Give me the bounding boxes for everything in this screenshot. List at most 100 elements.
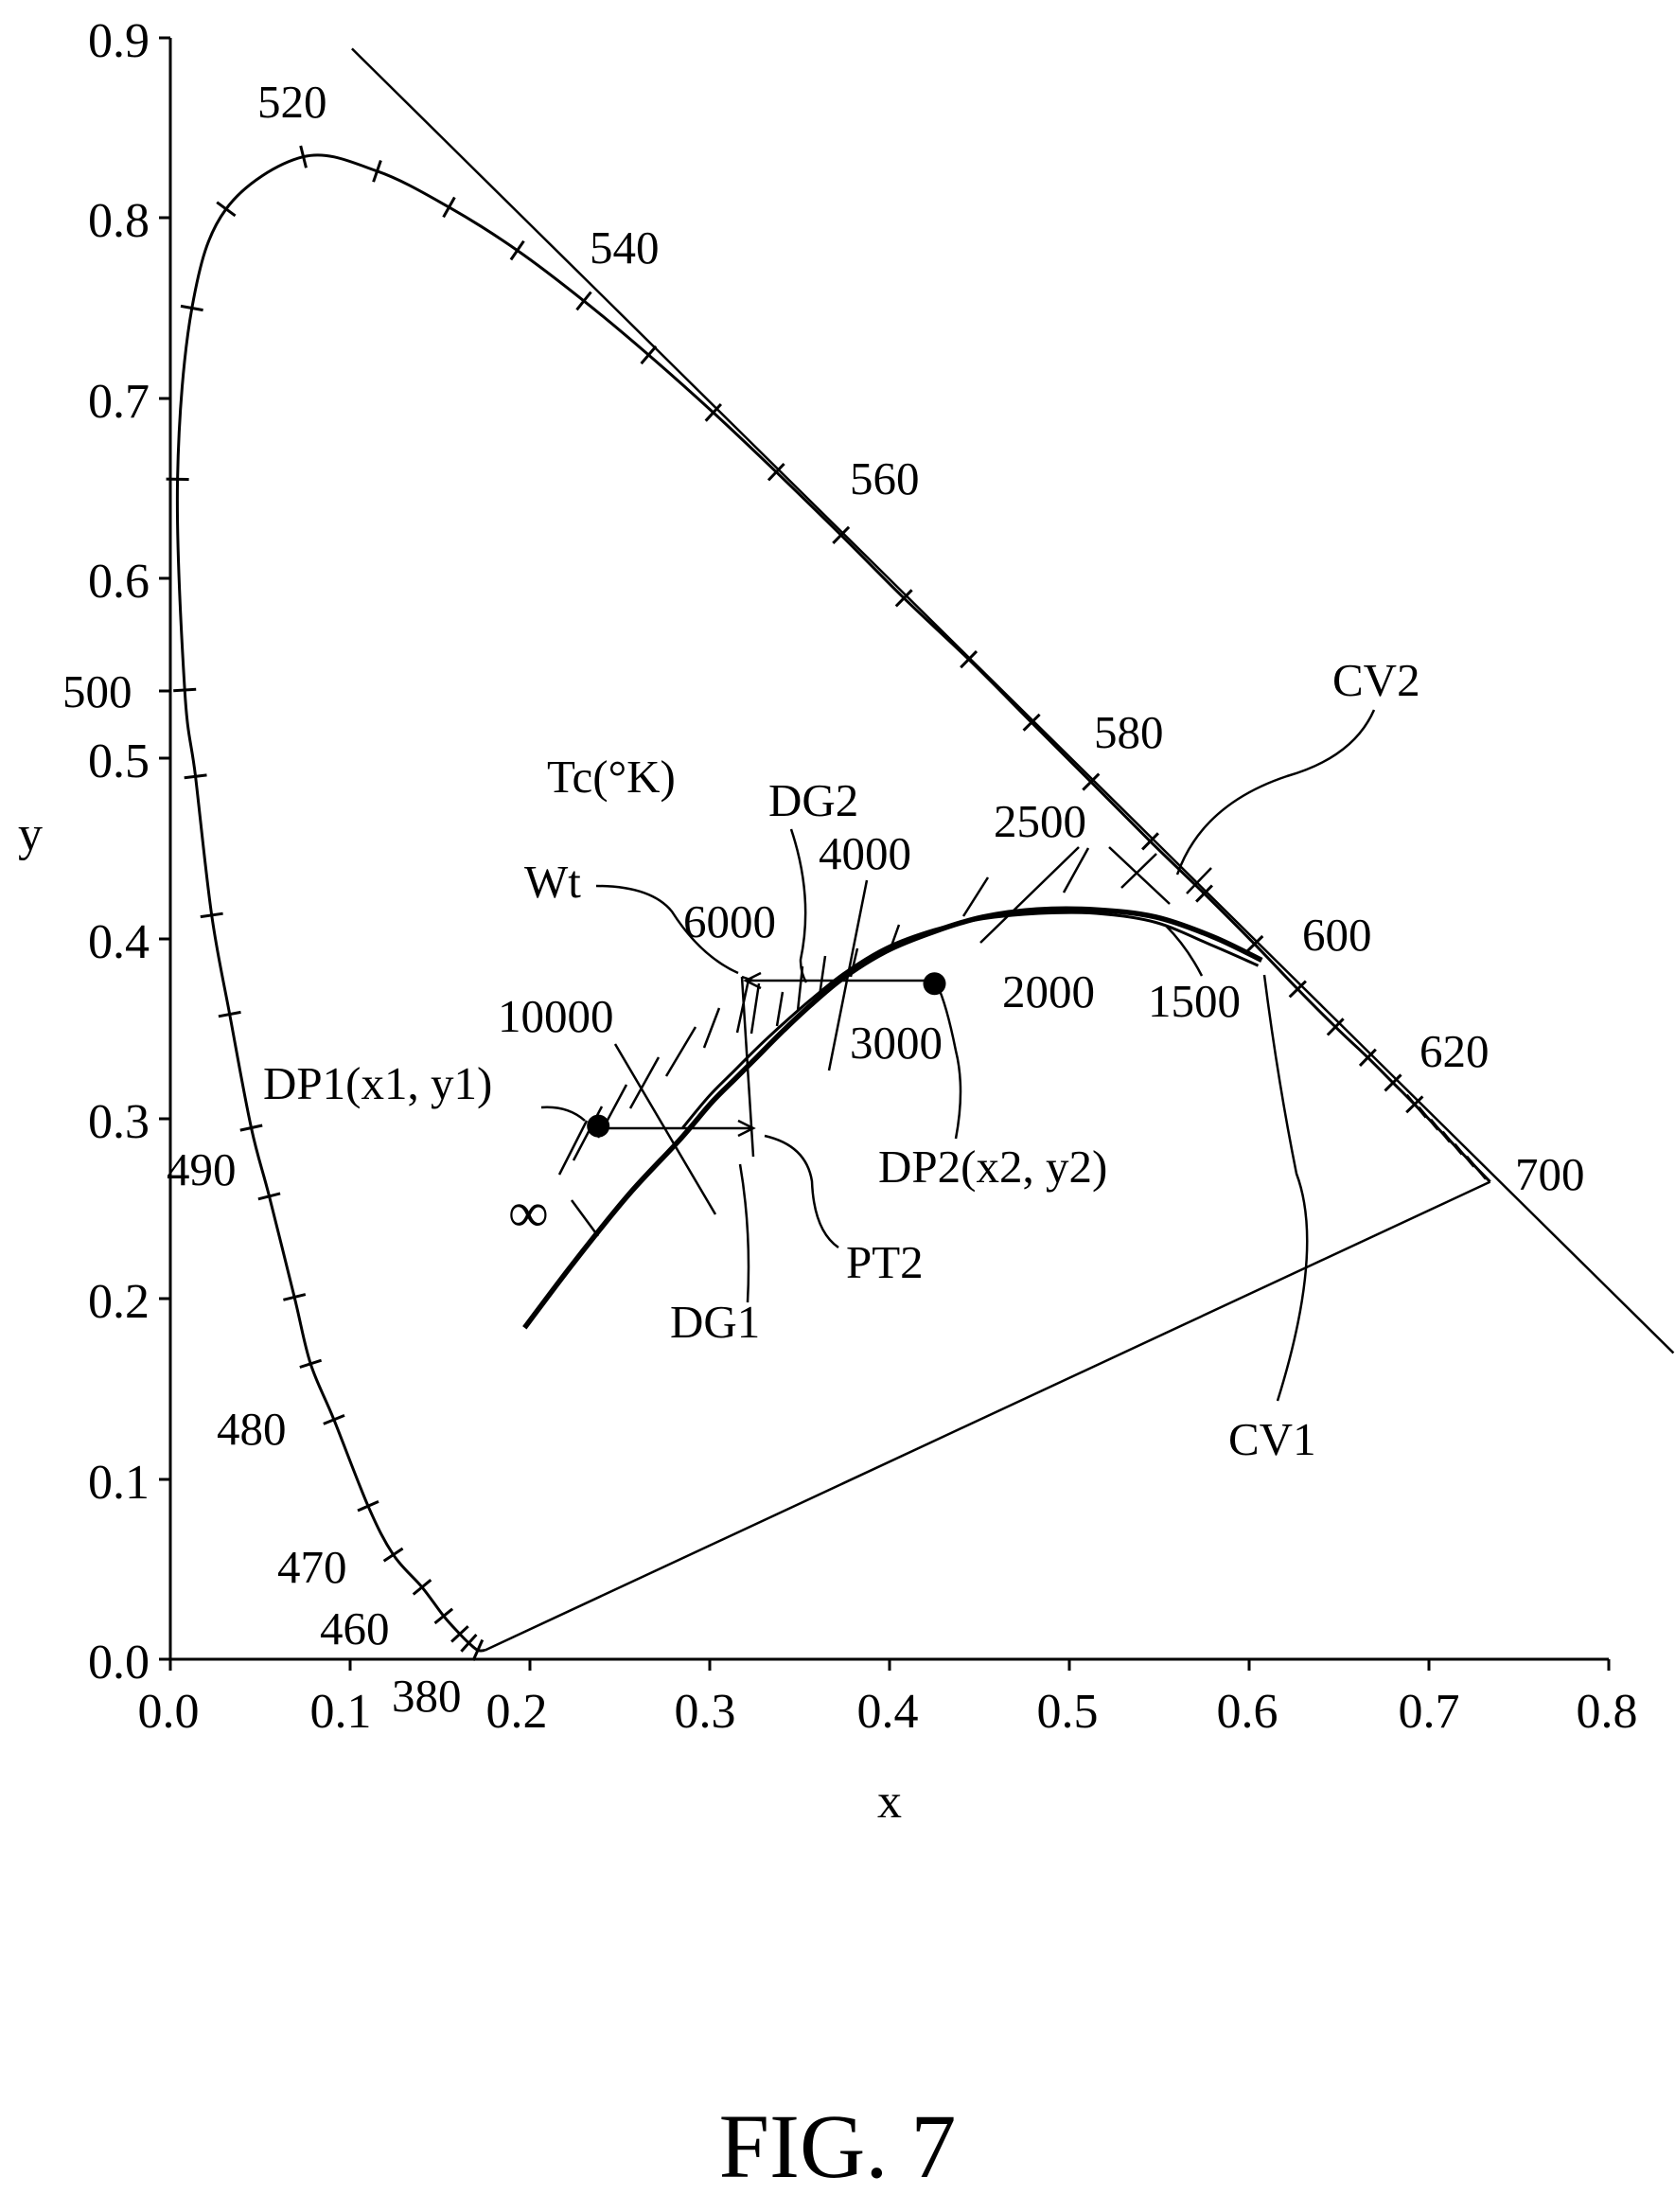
wavelength-tick	[575, 291, 592, 311]
wavelength-tick	[173, 687, 197, 693]
y-axis-title: y	[18, 807, 43, 861]
red-end-hatch	[1405, 1093, 1487, 1180]
annotation-dp1: DP1(x1, y1)	[263, 1057, 492, 1109]
dg2-leader	[789, 828, 808, 983]
wavelength-tick	[442, 196, 456, 219]
red-end-hatch-line	[1441, 1130, 1463, 1156]
figure-caption: FIG. 7	[719, 2096, 957, 2197]
wavelength-label: 580	[1094, 706, 1164, 758]
wavelength-ticks	[166, 145, 1424, 1662]
wavelength-tick	[218, 1010, 241, 1018]
wavelength-label: 480	[217, 1403, 287, 1455]
wavelength-tick	[412, 1579, 432, 1596]
isotherm-label: 2500	[994, 795, 1086, 847]
x-tick-label: 0.1	[310, 1685, 372, 1739]
wavelength-label: 600	[1302, 909, 1372, 961]
y-tick-label: 0.8	[88, 194, 150, 248]
annotation-dg2: DG2	[768, 774, 858, 826]
y-tick-marks	[159, 36, 170, 1661]
red-end-hatch-line	[1418, 1106, 1439, 1131]
wavelength-tick	[1082, 772, 1101, 791]
wavelength-tick	[960, 650, 979, 669]
wavelength-tick	[1022, 713, 1041, 732]
tangent-line	[351, 47, 1675, 1354]
wavelength-tick	[1245, 934, 1264, 953]
wavelength-label: 700	[1515, 1148, 1585, 1200]
y-tick-label: 0.2	[88, 1275, 150, 1329]
cv2-leader	[1175, 709, 1376, 876]
annotations: Tc(°K) Wt DG1 DG2 PT2 CV1 CV2 DP1(x1, y1…	[263, 654, 1420, 1465]
wavelength-tick	[450, 1625, 469, 1643]
isotherm-labels: 10000 6000 4000 3000 2500 2000 1500 ∞	[498, 795, 1241, 1244]
wavelength-tick	[767, 462, 785, 482]
wavelength-tick	[832, 525, 851, 544]
isotherm-label: ∞	[508, 1181, 549, 1244]
wavelength-tick	[1326, 1018, 1345, 1036]
wavelength-label: 470	[277, 1541, 347, 1593]
wt-leader	[595, 884, 739, 975]
isotherm-label: 2000	[1002, 965, 1095, 1018]
wavelength-tick	[1195, 884, 1213, 903]
wavelength-label: 540	[590, 221, 660, 274]
annotation-pt2: PT2	[846, 1236, 924, 1288]
wavelength-tick	[357, 1500, 379, 1513]
y-tick-label: 0.6	[88, 555, 150, 609]
x-tick-label: 0.3	[675, 1685, 736, 1739]
x-tick-labels: 0.0 0.1 0.2 0.3 0.4 0.5 0.6 0.7 0.8	[138, 1685, 1638, 1739]
isotherm-label: 1500	[1148, 975, 1241, 1027]
annotation-cv2: CV2	[1332, 654, 1420, 706]
wavelength-label: 500	[62, 665, 132, 717]
y-tick-label: 0.4	[88, 915, 150, 969]
wavelength-tick	[257, 1192, 281, 1201]
pt2-leader	[764, 1134, 839, 1249]
x-tick-label: 0.2	[486, 1685, 548, 1739]
red-end-hatch-line	[1430, 1118, 1451, 1143]
red-end-hatch-line	[1405, 1093, 1427, 1119]
isotherm-label: 10000	[498, 990, 614, 1042]
wavelength-tick	[433, 1607, 454, 1625]
wavelength-tick	[1358, 1048, 1377, 1067]
annotation-cv1: CV1	[1228, 1413, 1316, 1465]
y-tick-label: 0.7	[88, 375, 150, 429]
dp2-leader	[935, 983, 962, 1140]
x-tick-label: 0.0	[138, 1685, 200, 1739]
dg1-leader	[738, 1163, 750, 1303]
x-tick-label: 0.4	[857, 1685, 919, 1739]
wavelength-tick	[216, 201, 237, 218]
wavelength-tick	[1141, 832, 1159, 851]
wavelength-label: 380	[392, 1670, 462, 1722]
x-axis-title: x	[877, 1775, 902, 1829]
wavelength-tick	[471, 1638, 485, 1662]
red-end-hatch-line	[1454, 1142, 1475, 1168]
wavelength-tick	[372, 160, 382, 183]
red-end-hatch-line	[1466, 1155, 1487, 1180]
wavelength-tick	[239, 1124, 263, 1132]
wavelength-label: 460	[320, 1602, 390, 1655]
wavelength-tick	[460, 1633, 478, 1653]
x-tick-marks	[168, 1659, 1611, 1671]
annotation-dp2: DP2(x2, y2)	[878, 1141, 1107, 1193]
wavelength-tick	[640, 345, 658, 365]
annotation-dg1: DG1	[670, 1296, 760, 1348]
isotherm-ticks	[557, 847, 1212, 1237]
y-tick-label: 0.5	[88, 734, 150, 788]
wavelength-labels: 380 460 470 480 490 500 520 540 560 580 …	[62, 76, 1585, 1722]
isotherm-label: 3000	[850, 1017, 943, 1069]
y-tick-label: 0.9	[88, 14, 150, 68]
annotation-tc: Tc(°K)	[547, 751, 676, 803]
point-dp1	[587, 1114, 610, 1138]
wavelength-label: 620	[1419, 1025, 1490, 1077]
y-tick-labels: 0.9 0.8 0.7 0.6 0.5 0.4 0.3 0.2 0.1 0.0	[88, 14, 150, 1690]
wavelength-tick	[509, 239, 525, 261]
wavelength-tick	[1288, 980, 1307, 999]
y-tick-label: 0.3	[88, 1095, 150, 1149]
wavelength-label: 490	[167, 1143, 237, 1195]
cv1-leader	[1262, 974, 1309, 1402]
wavelength-tick	[704, 402, 723, 422]
isotherm-label: 6000	[683, 895, 776, 947]
isotherm-label: 4000	[819, 827, 911, 879]
curve-cv1	[681, 911, 1260, 1129]
point-dp2	[923, 972, 946, 996]
wavelength-tick	[180, 304, 203, 312]
wavelength-tick	[382, 1547, 404, 1563]
